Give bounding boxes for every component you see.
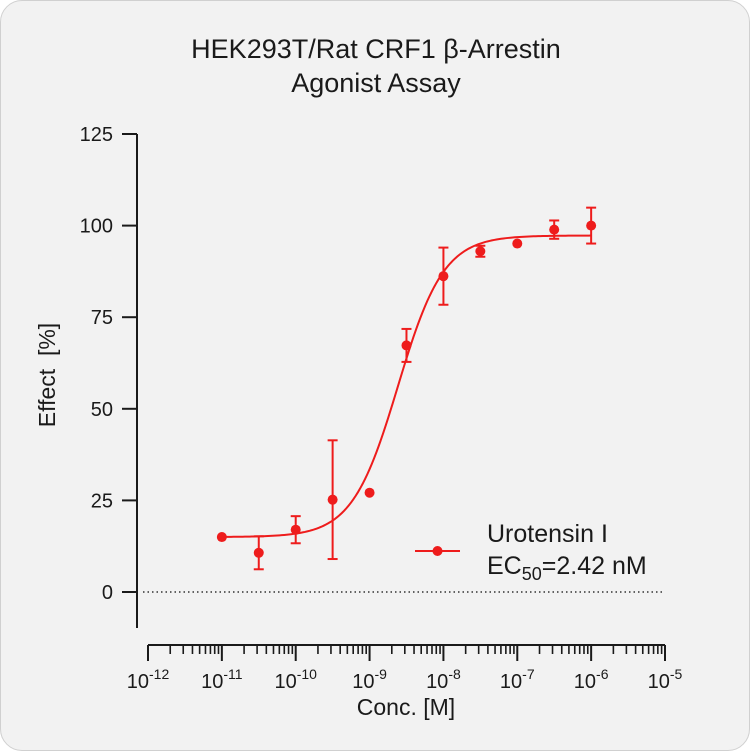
x-tick-label: 10-5 <box>648 666 683 693</box>
data-point <box>438 271 449 282</box>
legend-ec50: EC50=2.42 nM <box>487 552 647 584</box>
x-tick-label: 10-7 <box>500 666 535 693</box>
x-axis: 10-12 10-11 10-10 10-9 10-8 10-7 10-6 10-5 <box>127 644 683 693</box>
x-tick-label: 10-10 <box>274 666 317 693</box>
legend-series-label: Urotensin I <box>487 520 608 548</box>
legend-ec50-prefix: EC <box>487 552 522 580</box>
x-tick-label: 10-6 <box>574 666 609 693</box>
data-points <box>216 206 597 571</box>
data-point <box>216 532 227 543</box>
y-tick-label: 25 <box>91 490 113 512</box>
y-tick-label: 125 <box>80 124 113 146</box>
legend: Urotensin I EC50=2.42 nM <box>415 520 647 584</box>
y-tick-label: 75 <box>91 307 113 329</box>
data-point <box>364 487 375 498</box>
fit-curve <box>221 234 592 538</box>
data-point <box>586 220 597 231</box>
chart-title-line2: Agonist Assay <box>291 68 461 98</box>
data-point <box>401 340 412 351</box>
x-tick-label: 10-8 <box>426 666 461 693</box>
legend-ec50-value: =2.42 nM <box>542 552 647 580</box>
data-point <box>253 547 264 558</box>
data-point <box>327 494 338 505</box>
legend-marker <box>432 546 443 556</box>
data-point <box>512 238 523 249</box>
y-tick-label: 50 <box>91 399 113 421</box>
x-axis-label: Conc. [M] <box>357 694 455 720</box>
y-axis-label: Effect [%] <box>34 323 60 427</box>
x-tick-label: 10-9 <box>352 666 387 693</box>
data-point <box>549 224 560 235</box>
chart-title-line1: HEK293T/Rat CRF1 β-Arrestin <box>191 34 561 64</box>
data-point <box>290 524 301 535</box>
x-tick-label: 10-11 <box>201 666 243 693</box>
x-tick-label: 10-12 <box>127 666 170 693</box>
y-tick-label: 100 <box>80 216 113 238</box>
legend-ec50-subscript: 50 <box>522 564 542 584</box>
y-axis: 0 25 50 75 100 125 <box>80 124 138 628</box>
data-point <box>475 246 486 257</box>
y-tick-label: 0 <box>102 582 113 604</box>
